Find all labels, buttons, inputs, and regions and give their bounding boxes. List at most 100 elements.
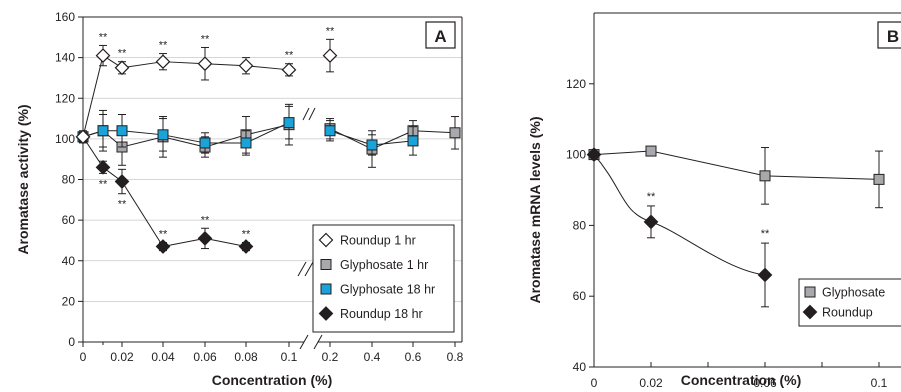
data-point	[240, 137, 252, 149]
axis-break-mark	[299, 334, 309, 350]
series-line	[593, 154, 766, 276]
x-tick-label: 0	[591, 376, 598, 390]
data-point	[449, 127, 461, 139]
data-point	[95, 159, 111, 175]
significance-marker: **	[242, 228, 251, 240]
y-tick-label: 20	[62, 294, 76, 308]
data-point	[324, 125, 336, 137]
y-tick-label: 160	[55, 10, 75, 24]
series-glyphosate	[588, 145, 885, 209]
series-line-segment	[162, 237, 206, 248]
data-point	[75, 129, 91, 145]
legend-label: Glyphosate	[822, 286, 885, 300]
data-point	[283, 117, 295, 129]
data-point	[366, 139, 378, 151]
legend-frame	[312, 224, 455, 333]
series-line-segment	[329, 130, 373, 146]
panel-b-chart: 40 60 80 100 120 0 0.02 0.06 0.1 Concentration (%…	[527, 12, 901, 390]
y-axis-title: Aromatase activity (%)	[15, 104, 31, 254]
y-tick-label: 100	[566, 148, 586, 162]
series-line-segment	[204, 237, 247, 248]
series-line-segment	[162, 134, 206, 144]
data-point	[322, 48, 338, 63]
data-point	[757, 267, 773, 283]
series-line-segment	[82, 136, 104, 168]
series-line-segment	[121, 181, 164, 247]
series-glyphosate-1-hr	[77, 103, 461, 168]
legend-label: Glyphosate 18 hr	[340, 283, 435, 297]
significance-marker: **	[326, 25, 335, 37]
x-axis-title: Concentration (%)	[681, 372, 802, 388]
series-glyphosate-18-hr	[77, 105, 419, 156]
data-point	[114, 174, 130, 189]
x-tick-label: 0.8	[447, 350, 464, 364]
series-line-segment	[121, 136, 164, 148]
legend-marker	[318, 232, 334, 248]
significance-marker: **	[118, 48, 127, 60]
y-tick-label: 80	[62, 173, 76, 187]
x-tick-label: 0.06	[193, 350, 217, 364]
data-point	[157, 129, 169, 141]
panel-a-chart: 0 20 40 60 80 100 120 140 160 0 0.02 0.04 0.06 0.08 0.…	[15, 10, 464, 388]
line-break-mark	[304, 261, 314, 277]
legend-marker	[320, 283, 332, 295]
significance-marker: **	[99, 31, 108, 43]
data-point	[759, 170, 771, 182]
series-line-segment	[204, 134, 247, 148]
significance-marker: **	[201, 33, 210, 45]
y-tick-label: 60	[573, 289, 587, 303]
panel-letter: A	[434, 27, 446, 46]
series-line-segment	[329, 128, 373, 150]
x-tick-label: 0.02	[110, 350, 134, 364]
legend-marker	[802, 304, 818, 320]
data-point	[95, 48, 111, 63]
y-tick-label: 60	[62, 213, 76, 227]
series-roundup: ** **	[586, 147, 773, 308]
y-tick-label: 40	[62, 254, 76, 268]
significance-marker: **	[647, 191, 656, 203]
series-line-segment	[371, 140, 414, 146]
legend-frame	[798, 278, 901, 327]
legend-marker	[318, 306, 334, 321]
y-tick-label: 80	[573, 218, 587, 232]
legend-label: Roundup 1 hr	[340, 234, 416, 248]
series-line-segment	[162, 136, 206, 148]
significance-marker: **	[118, 199, 127, 211]
data-point	[586, 147, 602, 162]
data-point	[238, 58, 254, 74]
legend: Roundup 1 hr Glyphosate 1 hr Glyphosate 18…	[312, 224, 455, 333]
series-line-segment	[245, 65, 290, 71]
y-tick-label: 40	[573, 360, 587, 374]
y-tick-label: 120	[566, 77, 586, 91]
series-line-segment	[82, 55, 104, 137]
significance-marker: **	[159, 228, 168, 240]
significance-marker: **	[761, 228, 770, 240]
data-point	[281, 62, 297, 78]
series-line	[593, 150, 880, 180]
significance-marker: **	[99, 178, 108, 190]
data-point	[199, 137, 211, 149]
series-line-segment	[412, 130, 456, 134]
x-tick-label: 0	[80, 350, 87, 364]
x-tick-label: 0.4	[364, 350, 381, 364]
data-point	[407, 135, 419, 147]
legend-label: Roundup	[822, 306, 873, 320]
line-break-mark	[308, 107, 316, 121]
x-tick-label: 0.1	[281, 350, 298, 364]
legend-label: Glyphosate 1 hr	[340, 258, 428, 272]
data-point	[197, 56, 213, 72]
x-tick-label: 0.1	[871, 376, 888, 390]
data-point	[116, 125, 128, 137]
x-tick-label: 0.2	[322, 350, 339, 364]
x-tick-label: 0.04	[151, 350, 175, 364]
x-tick-label: 0.6	[405, 350, 422, 364]
line-break-mark	[297, 261, 307, 277]
x-tick-label: 0.06	[753, 376, 777, 390]
data-point	[238, 239, 254, 254]
data-point	[114, 60, 130, 76]
significance-marker: **	[201, 214, 210, 226]
data-point	[155, 239, 171, 254]
legend-label: Roundup 18 hr	[340, 307, 423, 321]
axis-break-mark	[313, 334, 323, 350]
